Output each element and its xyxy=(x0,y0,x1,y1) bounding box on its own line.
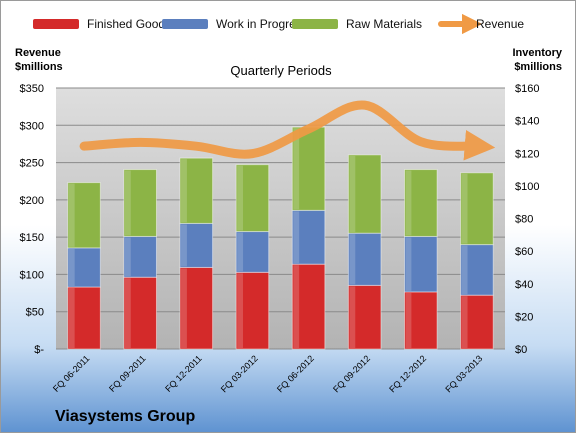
chart-subtitle: Quarterly Periods xyxy=(230,63,332,78)
bar-raw-materials xyxy=(460,172,494,246)
bar-highlight xyxy=(68,288,75,348)
x-tick-label: FQ 03-2013 xyxy=(443,353,484,394)
left-tick-label: $- xyxy=(34,344,44,356)
x-tick-label: FQ 06-2012 xyxy=(275,353,316,394)
right-tick-label: $80 xyxy=(515,214,533,226)
left-axis-title-line1: Revenue xyxy=(15,47,61,59)
legend-label: Finished Goods xyxy=(87,17,171,31)
bar-highlight xyxy=(349,155,356,233)
bar-highlight xyxy=(181,224,187,267)
right-tick-label: $40 xyxy=(515,279,533,291)
bar-highlight xyxy=(349,234,356,285)
legend-swatch-work-in-progress xyxy=(162,19,208,29)
left-axis-title-line2: $millions xyxy=(15,61,63,73)
bar-highlight xyxy=(237,165,244,231)
bar-finished-goods xyxy=(347,284,382,350)
x-tick-label: FQ 09-2011 xyxy=(107,353,148,394)
bar-highlight xyxy=(293,128,300,210)
bar-highlight xyxy=(461,173,468,244)
bar-highlight xyxy=(461,296,468,348)
bar-highlight xyxy=(181,268,187,348)
right-tick-label: $100 xyxy=(515,181,539,193)
right-tick-label: $60 xyxy=(515,246,533,258)
left-tick-label: $300 xyxy=(20,120,44,132)
bar-highlight xyxy=(68,248,75,287)
right-tick-label: $160 xyxy=(515,83,539,95)
company-name: Viasystems Group xyxy=(55,408,195,425)
right-tick-label: $140 xyxy=(515,116,539,128)
bar-highlight xyxy=(237,273,244,348)
right-tick-label: $0 xyxy=(515,344,527,356)
right-axis-title-line1: Inventory xyxy=(512,47,562,59)
bar-work-in-progress xyxy=(123,235,157,278)
left-tick-label: $200 xyxy=(20,195,44,207)
bar-highlight xyxy=(124,170,131,236)
bar-work-in-progress xyxy=(235,231,270,273)
left-tick-label: $350 xyxy=(20,83,44,95)
bar-work-in-progress xyxy=(67,247,101,288)
legend-label: Revenue xyxy=(476,17,524,31)
left-tick-label: $150 xyxy=(20,232,44,244)
left-tick-label: $100 xyxy=(20,269,44,281)
right-tick-label: $120 xyxy=(515,148,539,160)
x-tick-label: FQ 09-2012 xyxy=(331,353,372,394)
bar-work-in-progress xyxy=(347,232,382,286)
left-tick-label: $250 xyxy=(20,158,44,170)
bar-raw-materials xyxy=(67,182,101,249)
bar-finished-goods xyxy=(404,291,438,350)
bar-highlight xyxy=(405,237,412,291)
bar-work-in-progress xyxy=(179,222,214,268)
bar-highlight xyxy=(349,286,356,348)
bar-highlight xyxy=(405,170,412,236)
bar-highlight xyxy=(293,265,300,348)
right-tick-label: $20 xyxy=(515,311,533,323)
bar-work-in-progress xyxy=(460,244,494,296)
bar-raw-materials xyxy=(404,169,438,237)
plot-area xyxy=(56,88,505,349)
legend-label: Work in Progress xyxy=(216,17,308,31)
bar-raw-materials xyxy=(179,157,214,224)
legend-label: Raw Materials xyxy=(346,17,422,31)
x-tick-label: FQ 03-2012 xyxy=(219,353,260,394)
bar-finished-goods xyxy=(67,286,101,350)
bar-finished-goods xyxy=(235,271,270,350)
bar-highlight xyxy=(181,159,187,223)
bar-highlight xyxy=(237,232,244,272)
x-tick-label: FQ 12-2011 xyxy=(163,353,204,394)
x-tick-label: FQ 06-2011 xyxy=(51,353,92,394)
bar-highlight xyxy=(124,237,131,277)
x-tick-label: FQ 12-2012 xyxy=(387,353,428,394)
legend-swatch-finished-goods xyxy=(33,19,79,29)
bar-highlight xyxy=(68,183,75,247)
bar-highlight xyxy=(293,211,300,264)
bar-work-in-progress xyxy=(404,235,438,293)
bar-highlight xyxy=(461,245,468,295)
left-tick-label: $50 xyxy=(26,307,44,319)
legend-swatch-raw-materials xyxy=(292,19,338,29)
right-axis-title-line2: $millions xyxy=(514,61,562,73)
bar-highlight xyxy=(124,278,131,348)
bar-raw-materials xyxy=(347,154,382,234)
revenue-line xyxy=(79,100,496,161)
bar-highlight xyxy=(405,292,412,348)
bar-finished-goods xyxy=(291,263,326,350)
bar-raw-materials xyxy=(123,169,157,237)
bar-raw-materials xyxy=(235,164,270,233)
